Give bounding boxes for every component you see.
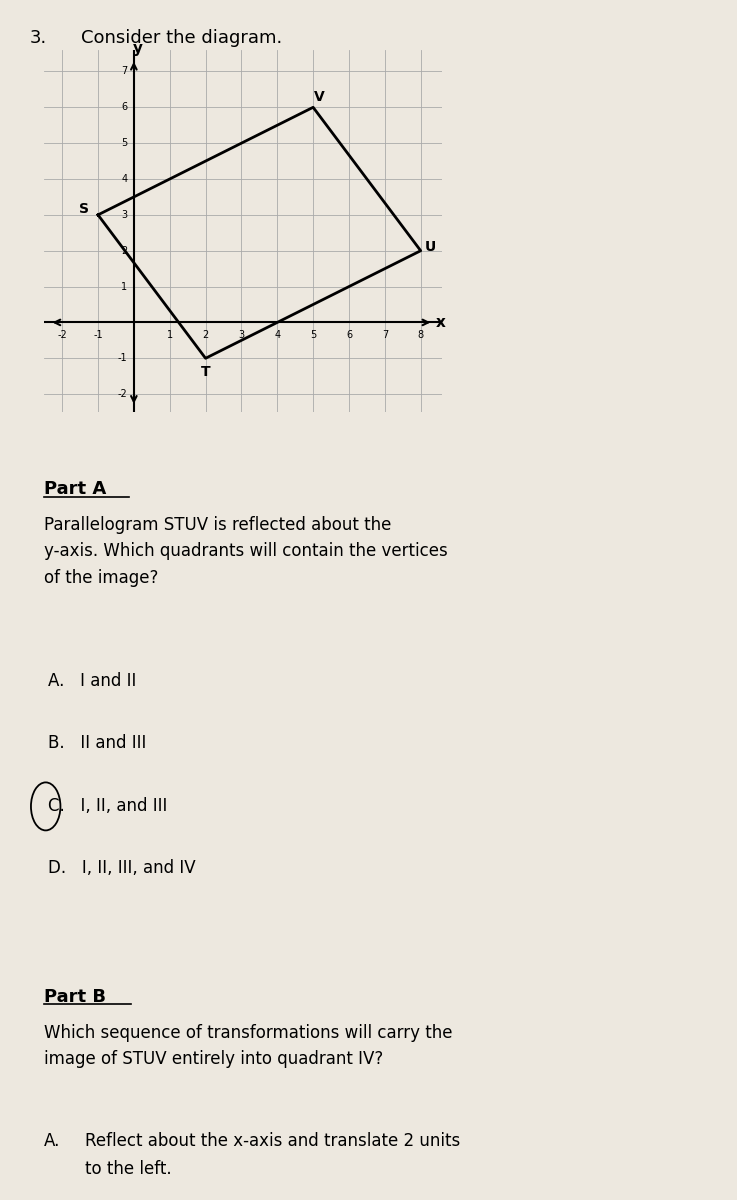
Text: 6: 6 <box>122 102 128 113</box>
Text: 4: 4 <box>274 330 280 341</box>
Text: 6: 6 <box>346 330 352 341</box>
Text: C.   I, II, and III: C. I, II, and III <box>48 797 167 815</box>
Text: 1: 1 <box>167 330 172 341</box>
Text: -1: -1 <box>93 330 103 341</box>
Text: x: x <box>436 314 446 330</box>
Text: 3: 3 <box>122 210 128 220</box>
Text: S: S <box>79 203 88 216</box>
Text: Part B: Part B <box>44 988 106 1006</box>
Text: 7: 7 <box>382 330 388 341</box>
Text: T: T <box>200 365 210 379</box>
Text: 8: 8 <box>418 330 424 341</box>
Text: V: V <box>314 90 325 104</box>
Text: -1: -1 <box>118 353 128 364</box>
Text: 7: 7 <box>121 66 128 77</box>
Text: -2: -2 <box>118 389 128 400</box>
Text: U: U <box>425 240 436 254</box>
Text: 1: 1 <box>122 282 128 292</box>
Text: Which sequence of transformations will carry the
image of STUV entirely into qua: Which sequence of transformations will c… <box>44 1024 453 1068</box>
Text: 5: 5 <box>121 138 128 148</box>
Text: 5: 5 <box>310 330 316 341</box>
Text: B.   II and III: B. II and III <box>48 734 146 752</box>
Text: Part A: Part A <box>44 480 106 498</box>
Text: 2: 2 <box>203 330 209 341</box>
Text: 2: 2 <box>121 246 128 256</box>
Text: 3.: 3. <box>29 29 46 47</box>
Text: 4: 4 <box>122 174 128 184</box>
Text: D.   I, II, III, and IV: D. I, II, III, and IV <box>48 859 195 877</box>
Text: A.: A. <box>44 1132 60 1150</box>
Text: Parallelogram STUV is reflected about the
y-axis. Which quadrants will contain t: Parallelogram STUV is reflected about th… <box>44 516 448 587</box>
Text: Reflect about the x-axis and translate 2 units
to the left.: Reflect about the x-axis and translate 2… <box>85 1132 460 1178</box>
Text: -2: -2 <box>57 330 67 341</box>
Text: 3: 3 <box>238 330 245 341</box>
Text: y: y <box>133 41 143 56</box>
Text: Consider the diagram.: Consider the diagram. <box>81 29 282 47</box>
Text: A.   I and II: A. I and II <box>48 672 136 690</box>
